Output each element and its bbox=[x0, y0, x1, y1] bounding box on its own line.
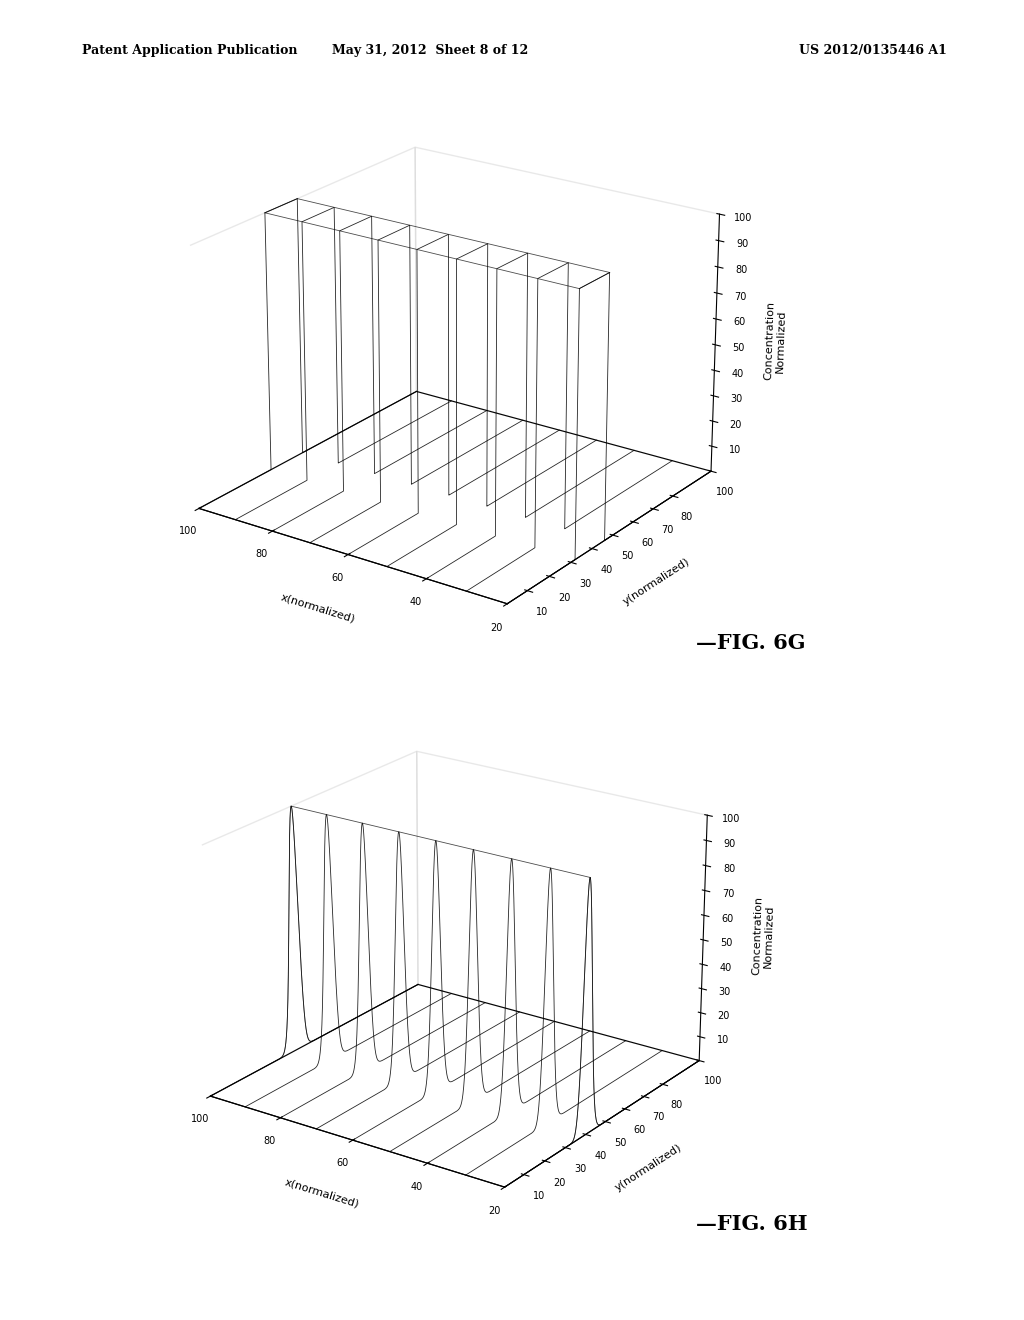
Text: May 31, 2012  Sheet 8 of 12: May 31, 2012 Sheet 8 of 12 bbox=[332, 44, 528, 57]
X-axis label: x(normalized): x(normalized) bbox=[280, 591, 356, 624]
X-axis label: x(normalized): x(normalized) bbox=[284, 1177, 360, 1209]
Y-axis label: y(normalized): y(normalized) bbox=[613, 1143, 684, 1193]
Text: Patent Application Publication: Patent Application Publication bbox=[82, 44, 297, 57]
Text: US 2012/0135446 A1: US 2012/0135446 A1 bbox=[799, 44, 946, 57]
Text: —FIG. 6G: —FIG. 6G bbox=[696, 634, 806, 653]
Y-axis label: y(normalized): y(normalized) bbox=[621, 556, 691, 607]
Text: —FIG. 6H: —FIG. 6H bbox=[696, 1214, 808, 1234]
